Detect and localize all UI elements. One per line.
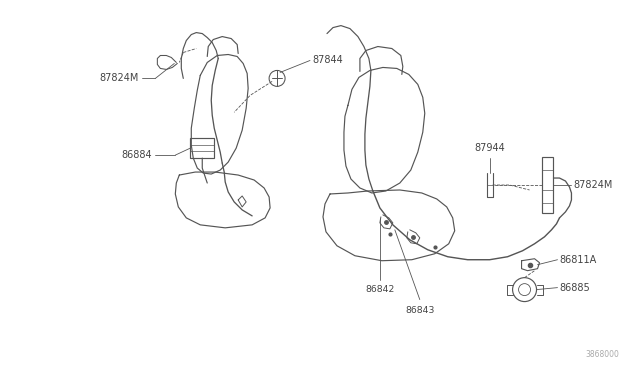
Text: 87824M: 87824M	[573, 180, 613, 190]
Text: 87944: 87944	[474, 143, 505, 153]
Text: 86842: 86842	[365, 285, 394, 294]
Text: 86811A: 86811A	[559, 255, 596, 265]
Text: 3868000: 3868000	[586, 350, 620, 359]
Text: 87844: 87844	[312, 55, 343, 65]
Text: 87824M: 87824M	[99, 73, 138, 83]
Text: 86884: 86884	[122, 150, 152, 160]
Text: 86885: 86885	[559, 283, 590, 293]
Text: 86843: 86843	[405, 305, 435, 315]
